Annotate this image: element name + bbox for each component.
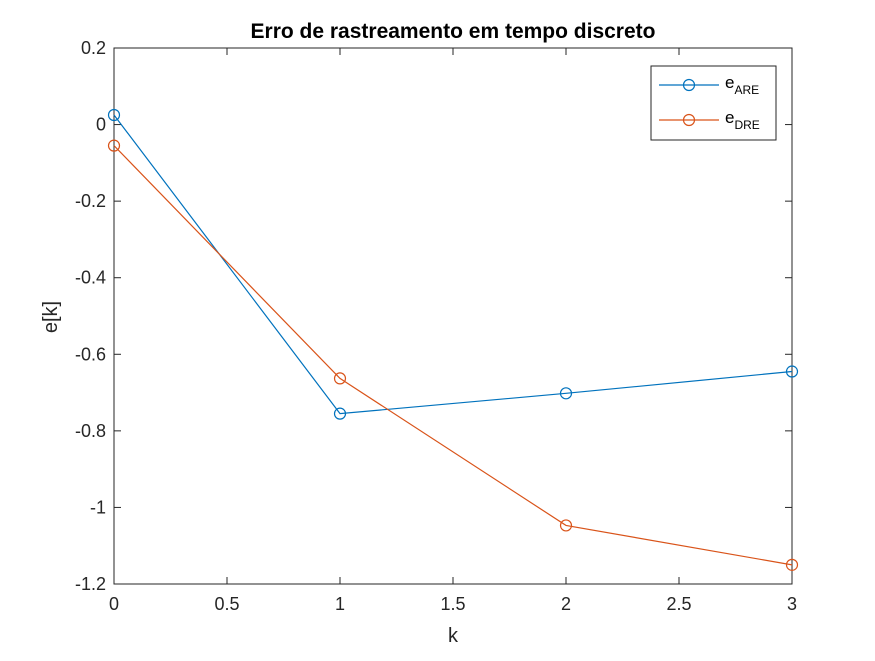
y-tick-label: -1.2 <box>75 574 106 594</box>
series-are-point <box>559 387 573 400</box>
x-tick-label: 3 <box>787 594 797 614</box>
y-tick-label: -0.4 <box>75 268 106 288</box>
legend-dre-subscript: DRE <box>734 118 759 132</box>
x-tick-label: 1 <box>335 594 345 614</box>
y-tick-label: -1 <box>90 497 106 517</box>
x-tick-label: 2 <box>561 594 571 614</box>
y-tick-label: 0 <box>96 115 106 135</box>
series-are-point <box>107 108 121 122</box>
series-dre-line <box>113 145 793 566</box>
x-tick-label: 0.5 <box>214 594 239 614</box>
chart-title: Erro de rastreamento em tempo discreto <box>251 20 656 43</box>
legend-dre-marker <box>682 113 696 127</box>
y-tick-label: 0.2 <box>81 38 106 58</box>
x-tick-label: 2.5 <box>666 594 691 614</box>
series-are-point <box>333 407 347 420</box>
x-axis-label: k <box>448 625 459 647</box>
x-tick-label: 1.5 <box>440 594 465 614</box>
series-dre-point <box>107 139 121 152</box>
series-are-line <box>113 114 793 415</box>
legend-are-subscript: ARE <box>734 83 759 97</box>
plot-area: 0 0.5 1 1.5 2 2.5 30.20-0.2-0.4-0.6-0.8-1-1.2e… <box>75 38 799 614</box>
y-tick-label: -0.2 <box>75 191 106 211</box>
y-tick-label: -0.6 <box>75 344 106 364</box>
series-are-point <box>785 365 799 378</box>
legend-are-marker <box>682 78 696 92</box>
series-dre-point <box>333 372 347 385</box>
series-dre-point <box>559 519 573 532</box>
legend-box <box>650 65 777 141</box>
series-dre-point <box>785 558 799 571</box>
y-axis-label: e[k] <box>40 301 62 333</box>
y-tick-label: -0.8 <box>75 421 106 441</box>
x-tick-label: 0 <box>109 594 119 614</box>
